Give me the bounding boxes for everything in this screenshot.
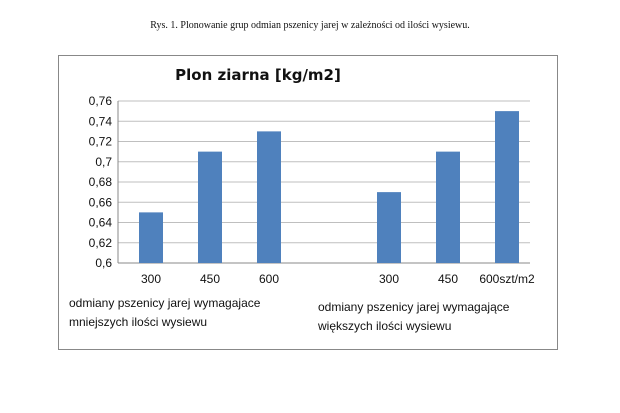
bar <box>377 192 401 263</box>
x-tick-label: 450 <box>200 272 220 286</box>
x-tick-label: 600 <box>259 272 279 286</box>
figure-caption: Rys. 1. Plonowanie grup odmian pszenicy … <box>150 20 470 31</box>
bar <box>495 111 519 263</box>
group-label-line: mniejszych ilości wysiewu <box>69 315 207 329</box>
x-axis-ticks: 300 450 600 300 450 600szt/m2 <box>141 272 535 286</box>
x-tick-label: 600szt/m2 <box>479 272 535 286</box>
chart-title: Plon ziarna [kg/m2] <box>175 66 341 84</box>
y-tick-label: 0,6 <box>95 256 112 270</box>
bar <box>198 151 222 263</box>
x-tick-label: 300 <box>379 272 399 286</box>
group-label-line: większych ilości wysiewu <box>317 319 451 333</box>
y-tick-label: 0,62 <box>89 236 113 250</box>
bar <box>139 212 163 263</box>
grid-lines <box>117 100 530 264</box>
y-tick-label: 0,76 <box>89 94 113 108</box>
y-tick-label: 0,72 <box>89 135 113 149</box>
group-label-line: odmiany pszenicy jarej wymagajace <box>69 296 261 310</box>
x-tick-label: 450 <box>438 272 458 286</box>
y-tick-label: 0,7 <box>95 155 112 169</box>
x-tick-label: 300 <box>141 272 161 286</box>
y-tick-label: 0,66 <box>89 195 113 209</box>
group-labels: odmiany pszenicy jarej wymagajace mniejsz… <box>69 296 510 333</box>
y-tick-label: 0,74 <box>89 114 113 128</box>
y-tick-label: 0,68 <box>89 175 113 189</box>
y-tick-label: 0,64 <box>89 216 113 230</box>
y-axis-ticks: 0,6 0,62 0,64 0,66 0,68 0,7 0,72 0,74 0,76 <box>89 94 113 270</box>
bars <box>139 111 519 263</box>
group-label-line: odmiany pszenicy jarej wymagające <box>318 300 510 314</box>
bar <box>436 151 460 263</box>
bar <box>257 131 281 263</box>
